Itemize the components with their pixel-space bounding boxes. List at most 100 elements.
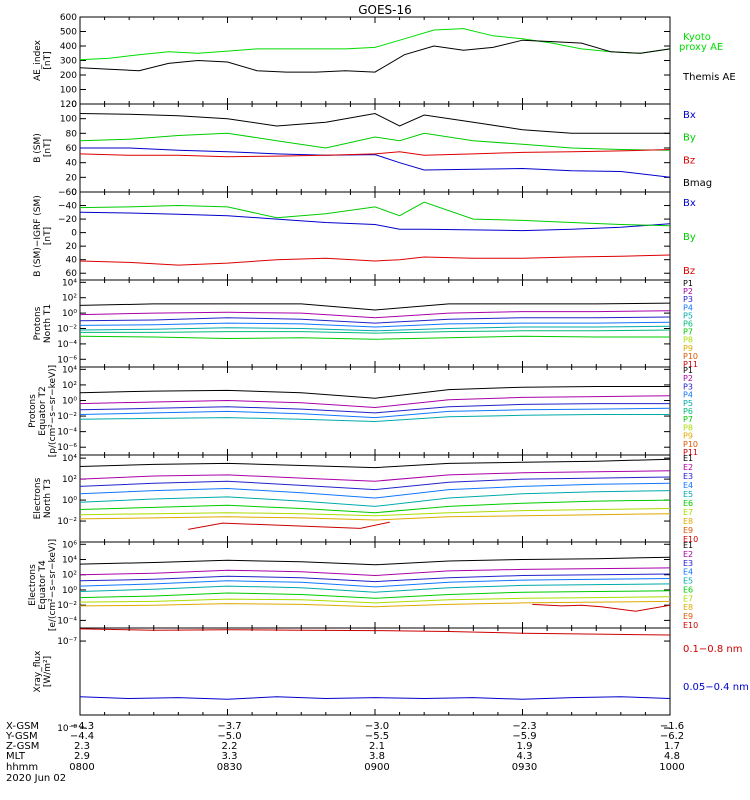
legend-label: P10 (683, 352, 698, 361)
series-bx (80, 211, 670, 232)
series-e1 (80, 556, 670, 566)
panel-frame (79, 366, 671, 456)
legend-label: P8 (683, 336, 693, 345)
y-axis-label: B (SM)−IGRF (SM) (33, 195, 43, 277)
series-bx (80, 147, 670, 178)
series-e6 (80, 499, 670, 514)
series-kyoto (80, 28, 670, 61)
series-e7 (80, 596, 670, 604)
y-tick-label: 60 (66, 269, 78, 279)
y-axis-label: Electrons (28, 564, 38, 606)
ephemeris-value: 3.3 (222, 751, 238, 762)
ephemeris-value: −3.0 (365, 721, 389, 732)
legend-label: P1 (683, 279, 693, 288)
legend-label: P3 (683, 295, 693, 304)
y-tick-label: 400 (60, 42, 77, 52)
y-axis-label: Electrons (33, 477, 43, 519)
legend-label: P7 (683, 415, 693, 424)
legend-label: E10 (683, 535, 698, 544)
series-0-05-0-4-nm (80, 696, 670, 700)
ephemeris-value: −1.6 (660, 721, 684, 732)
y-tick-label: 0 (71, 100, 77, 110)
legend-label: P6 (683, 320, 693, 329)
ephemeris-value: 4.3 (517, 751, 533, 762)
y-tick-label: 0 (71, 229, 77, 239)
ephemeris-value: 0930 (512, 762, 537, 773)
panel-frame (79, 627, 671, 716)
ephemeris-value: 0900 (364, 762, 389, 773)
legend-label: P4 (683, 303, 693, 312)
ephemeris-row-label: MLT (6, 751, 26, 762)
y-tick-label: 10⁻⁴ (57, 340, 77, 350)
y-axis-label: [nT] (43, 51, 53, 69)
legend-label: Bx (683, 110, 696, 121)
y-tick-label: 10⁻⁷ (57, 637, 77, 647)
series-bmag (80, 112, 670, 134)
y-tick-label: 20 (66, 173, 78, 183)
legend-label: E9 (683, 612, 693, 621)
series-e2 (80, 567, 670, 577)
legend-label: P11 (683, 448, 698, 457)
series-e6 (80, 590, 670, 599)
y-tick-label: 600 (60, 13, 77, 23)
legend-label: E5 (683, 490, 693, 499)
ephemeris-row-label: X-GSM (6, 721, 39, 732)
series-e4 (80, 578, 670, 588)
legend-label: Bz (683, 155, 695, 166)
series-e1 (80, 458, 670, 469)
legend-label: E5 (683, 577, 693, 586)
series-p2 (80, 310, 670, 319)
y-tick-label: 10⁻⁶ (57, 355, 77, 365)
legend-label: E6 (683, 499, 693, 508)
series-p3 (80, 403, 670, 414)
legend-label: Bx (683, 198, 696, 209)
legend-label: E1 (683, 541, 693, 550)
series-p1 (80, 386, 670, 399)
legend-label: P3 (683, 382, 693, 391)
y-tick-label: 10⁶ (62, 540, 77, 550)
ephemeris-value: 0800 (69, 762, 94, 773)
y-tick-label: −40 (58, 202, 77, 212)
y-tick-label: 80 (66, 129, 78, 139)
series-p7 (80, 335, 670, 340)
y-axis-label: Equator T4 (38, 560, 48, 610)
legend-label: P8 (683, 423, 693, 432)
y-tick-label: 10⁻⁴ (57, 616, 77, 626)
series-themis-ae (80, 39, 670, 73)
legend-label: proxy AE (679, 42, 723, 53)
legend-label: E8 (683, 517, 693, 526)
y-axis-label: B (SM) (33, 133, 43, 163)
legend-label: P11 (683, 360, 698, 369)
y-axis-label: [e/(cm²−s−sr−keV)] (48, 539, 58, 631)
panel-p_north: 10⁴ 10² 10⁰ 10⁻² 10⁻⁴ 10⁻⁶ Protons North T1 P1P2… (33, 278, 698, 369)
legend-label: Bz (683, 266, 695, 277)
ephemeris-value: 2.2 (222, 741, 238, 752)
series-e10 (188, 521, 390, 530)
legend-label: P2 (683, 287, 693, 296)
y-tick-label: 200 (60, 71, 77, 81)
ephemeris-row-label: hhmm (6, 762, 38, 773)
legend-label: P9 (683, 344, 693, 353)
legend-label: P1 (683, 366, 693, 375)
y-tick-label: −60 (58, 188, 77, 198)
y-tick-label: 10⁰ (62, 586, 77, 596)
series-bz (80, 254, 670, 266)
ephemeris-value: 2.1 (369, 741, 385, 752)
series-0-1-0-8-nm (80, 628, 670, 636)
panel-ae: 0 100 200 300 400 500 600 AE_index [nT] Kyotoprox… (33, 13, 736, 110)
legend-label: P10 (683, 440, 698, 449)
ephemeris-row-label: Z-GSM (6, 741, 39, 752)
ephemeris-row-label: Y-GSM (5, 731, 38, 742)
series-by (80, 132, 670, 151)
legend-label: E10 (683, 621, 698, 630)
series-e5 (80, 490, 670, 507)
series-e4 (80, 482, 670, 499)
y-axis-label: AE_index (33, 39, 43, 81)
y-axis-label: North T3 (43, 479, 53, 518)
ephemeris-value: −4.3 (70, 721, 94, 732)
y-tick-label: 120 (60, 100, 77, 110)
y-tick-label: 10⁻² (57, 601, 77, 611)
legend-label: P5 (683, 399, 693, 408)
y-tick-label: 300 (60, 57, 77, 67)
ephemeris-value: 1.7 (664, 741, 680, 752)
